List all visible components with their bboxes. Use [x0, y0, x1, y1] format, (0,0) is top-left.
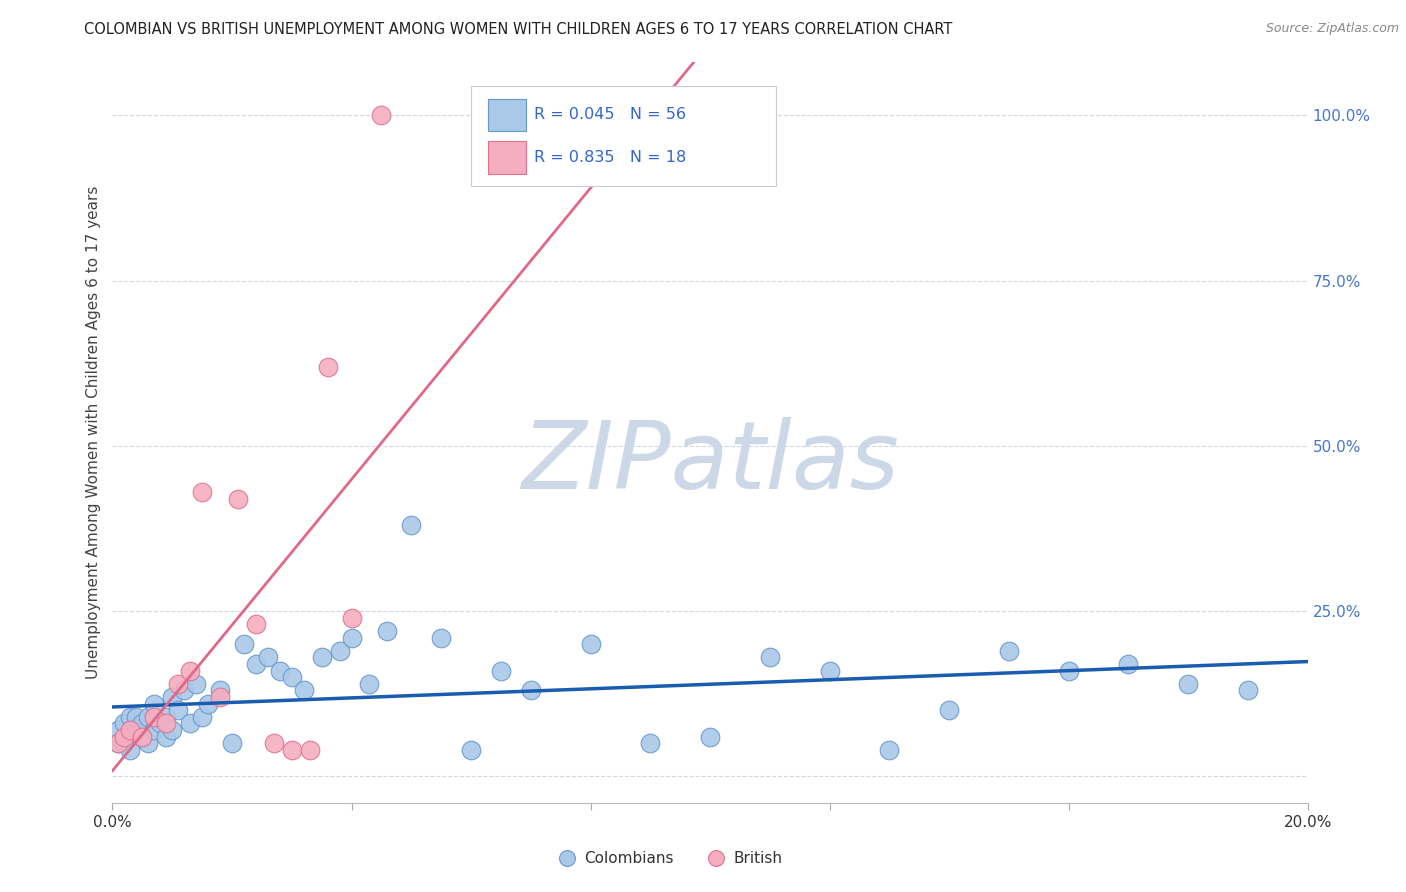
Point — [818, 664, 841, 678]
Point — [209, 683, 232, 698]
Y-axis label: Unemployment Among Women with Children Ages 6 to 17 years: Unemployment Among Women with Children A… — [86, 186, 101, 680]
Point — [107, 736, 129, 750]
Point — [998, 644, 1021, 658]
Point — [520, 683, 543, 698]
Point — [131, 730, 153, 744]
Point — [162, 690, 183, 704]
Point — [329, 644, 352, 658]
Point — [120, 723, 142, 737]
Point — [155, 716, 177, 731]
Point — [143, 723, 166, 737]
Point — [245, 657, 267, 671]
Point — [281, 743, 304, 757]
Point — [186, 677, 208, 691]
Point — [179, 716, 201, 731]
Point — [114, 730, 135, 744]
Point — [107, 736, 129, 750]
Point — [640, 736, 662, 750]
Point — [1237, 683, 1260, 698]
Point — [1118, 657, 1140, 671]
Point — [370, 108, 392, 122]
Point — [131, 730, 153, 744]
Text: Colombians: Colombians — [585, 851, 673, 866]
FancyBboxPatch shape — [471, 87, 776, 186]
FancyBboxPatch shape — [488, 141, 526, 174]
Text: R = 0.835   N = 18: R = 0.835 N = 18 — [534, 150, 686, 165]
Text: ZIPatlas: ZIPatlas — [522, 417, 898, 508]
Point — [316, 359, 339, 374]
Point — [298, 743, 321, 757]
Point — [143, 697, 166, 711]
Point — [155, 730, 177, 744]
Point — [173, 683, 195, 698]
Point — [138, 736, 160, 750]
Point — [114, 736, 135, 750]
Point — [221, 736, 243, 750]
Point — [155, 710, 177, 724]
Point — [430, 631, 453, 645]
Point — [131, 716, 153, 731]
Point — [311, 650, 333, 665]
Point — [359, 677, 381, 691]
Text: R = 0.045   N = 56: R = 0.045 N = 56 — [534, 107, 686, 122]
Point — [699, 730, 721, 744]
Point — [938, 703, 960, 717]
Point — [191, 485, 214, 500]
Point — [263, 736, 285, 750]
Point — [460, 743, 482, 757]
Point — [120, 730, 142, 744]
Point — [125, 723, 148, 737]
Point — [167, 703, 190, 717]
Point — [143, 710, 166, 724]
Point — [233, 637, 256, 651]
Point — [579, 637, 602, 651]
Point — [125, 710, 148, 724]
Point — [179, 664, 201, 678]
Text: COLOMBIAN VS BRITISH UNEMPLOYMENT AMONG WOMEN WITH CHILDREN AGES 6 TO 17 YEARS C: COLOMBIAN VS BRITISH UNEMPLOYMENT AMONG … — [84, 22, 953, 37]
Point — [1177, 677, 1199, 691]
Point — [377, 624, 399, 638]
Point — [340, 631, 363, 645]
Text: British: British — [734, 851, 783, 866]
Point — [269, 664, 291, 678]
Point — [120, 743, 142, 757]
Point — [149, 716, 172, 731]
Point — [107, 723, 129, 737]
Point — [197, 697, 219, 711]
Point — [114, 716, 135, 731]
Point — [292, 683, 315, 698]
Point — [226, 491, 249, 506]
Text: Source: ZipAtlas.com: Source: ZipAtlas.com — [1265, 22, 1399, 36]
Point — [191, 710, 214, 724]
Point — [401, 518, 423, 533]
Point — [281, 670, 304, 684]
Point — [759, 650, 782, 665]
Point — [257, 650, 280, 665]
Point — [489, 664, 512, 678]
Point — [245, 617, 267, 632]
Point — [138, 710, 160, 724]
Point — [879, 743, 901, 757]
Point — [167, 677, 190, 691]
Point — [340, 611, 363, 625]
Point — [162, 723, 183, 737]
Point — [120, 710, 142, 724]
FancyBboxPatch shape — [488, 98, 526, 131]
Point — [209, 690, 232, 704]
Point — [1057, 664, 1080, 678]
